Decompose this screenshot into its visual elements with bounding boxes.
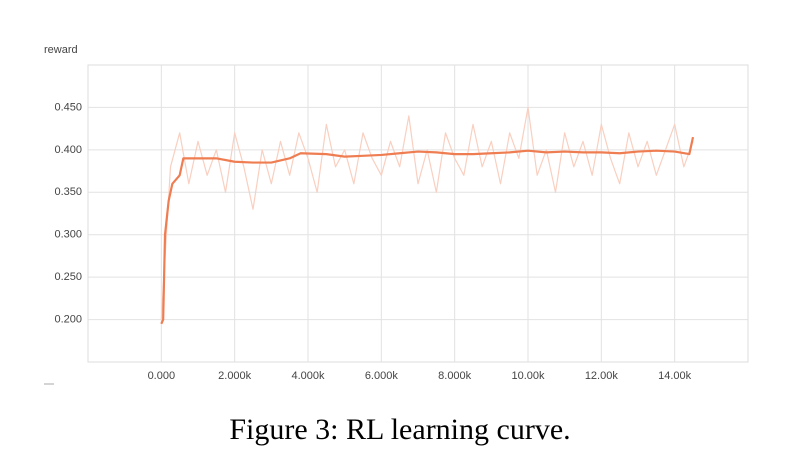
y-tick-label: 0.250 xyxy=(54,271,82,283)
x-tick-label: 4.000k xyxy=(291,370,325,382)
plot-frame xyxy=(87,64,749,363)
x-tick-label: 6.000k xyxy=(365,370,399,382)
y-tick-label: 0.200 xyxy=(54,313,82,325)
y-tick-label: 0.300 xyxy=(54,229,82,241)
x-tick-label: 8.000k xyxy=(438,370,472,382)
y-tick-label: 0.350 xyxy=(54,186,82,198)
x-tick-label: 12.00k xyxy=(585,370,619,382)
line xyxy=(160,136,695,325)
line xyxy=(160,106,694,320)
caption: Figure 3: RL learning curve. xyxy=(229,413,570,446)
x-tick-label: 10.00k xyxy=(511,370,545,382)
y-tick-label: 0.450 xyxy=(54,101,82,113)
x-tick-label: 2.000k xyxy=(218,370,252,382)
y-axis-label: reward xyxy=(44,44,78,56)
x-tick-label: 14.00k xyxy=(658,370,692,382)
y-tick-label: 0.400 xyxy=(54,144,82,156)
x-tick-label: 0.000 xyxy=(148,370,176,382)
